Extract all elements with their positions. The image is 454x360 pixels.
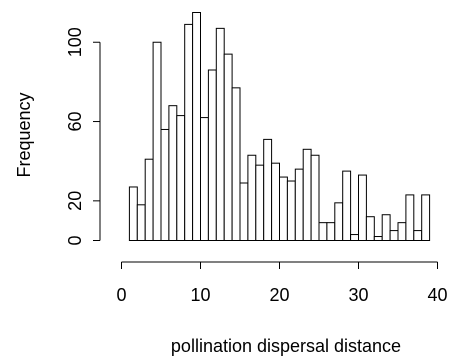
histogram-bar (239, 182, 249, 241)
y-tick-label: 0 (65, 235, 85, 245)
histogram-bar (144, 158, 154, 242)
x-tick-label: 20 (269, 285, 289, 305)
y-axis-ticks: 0 20 60 100 (65, 27, 100, 246)
histogram-bar (128, 186, 138, 241)
y-axis-title: Frequency (14, 92, 34, 177)
histogram-bar (215, 27, 225, 241)
histogram-bar (263, 138, 273, 241)
histogram-bar (160, 128, 170, 241)
x-tick-label: 30 (348, 285, 368, 305)
y-tick-label: 100 (65, 27, 85, 57)
histogram-bar (223, 53, 233, 241)
histogram-bar (247, 154, 257, 241)
histogram-bar (421, 194, 431, 241)
x-tick-label: 40 (427, 285, 447, 305)
histogram-bar (294, 168, 304, 242)
histogram-bar (176, 115, 186, 241)
histogram-bar (342, 170, 352, 241)
histogram-bar (192, 12, 202, 241)
histogram-bar (286, 180, 296, 242)
histogram-bar (152, 41, 162, 241)
bars-group (128, 12, 431, 242)
histogram-bar (334, 202, 344, 241)
histogram-bar (365, 216, 375, 242)
y-tick-label: 60 (65, 111, 85, 131)
histogram-bar (381, 214, 391, 241)
histogram-bar (310, 154, 320, 241)
x-tick-label: 10 (190, 285, 210, 305)
histogram-bar (136, 204, 146, 241)
histogram-bar (318, 222, 328, 242)
histogram-bar (389, 230, 399, 241)
histogram-bar (184, 23, 194, 242)
histogram-bar (200, 117, 209, 241)
histogram-bar (302, 148, 312, 241)
histogram-bar (279, 176, 288, 241)
x-tick-label: 0 (116, 285, 126, 305)
histogram-bar (231, 87, 241, 241)
histogram-bar (413, 230, 423, 241)
histogram-bar (168, 105, 178, 242)
histogram-bar (405, 194, 415, 241)
histogram-bar (326, 222, 336, 242)
histogram-bar (255, 164, 265, 241)
histogram-bar (271, 162, 281, 241)
histogram-bar (358, 174, 367, 242)
histogram-bar (373, 236, 383, 241)
x-axis-ticks: 0 10 20 30 40 (116, 262, 448, 305)
y-tick-label: 20 (65, 191, 85, 211)
histogram-bar (397, 222, 407, 242)
x-axis-title: pollination dispersal distance (171, 336, 401, 356)
histogram-bar (350, 234, 360, 242)
histogram-bar (207, 69, 217, 241)
